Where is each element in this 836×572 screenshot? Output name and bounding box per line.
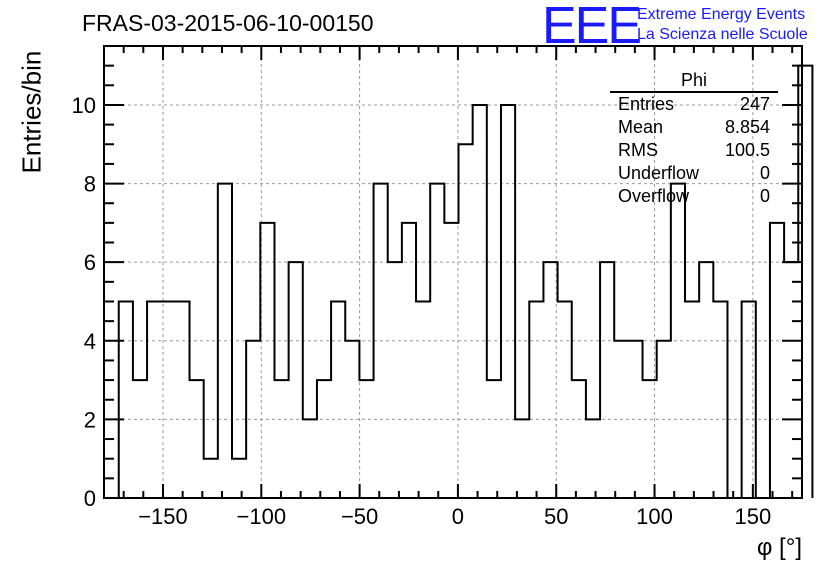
x-tick-label: 150 xyxy=(734,504,771,529)
stats-box: Phi Entries 247 Mean 8.854 RMS 100.5 Und… xyxy=(610,70,778,208)
axis-ticks xyxy=(104,46,802,499)
histogram-title: FRAS-03-2015-06-10-00150 xyxy=(82,10,374,36)
eee-logo-mark: EEE xyxy=(542,0,642,55)
stats-row-overflow: Overflow 0 xyxy=(610,185,778,208)
y-tick-label: 6 xyxy=(84,250,96,275)
x-tick-label: −50 xyxy=(341,504,378,529)
stats-value: 0 xyxy=(759,163,770,183)
stats-row-underflow: Underflow 0 xyxy=(610,162,778,185)
x-axis-label: φ [°] xyxy=(756,534,802,561)
stats-label: Underflow xyxy=(618,163,700,183)
x-tick-label: −150 xyxy=(138,504,188,529)
stats-name: Phi xyxy=(610,70,778,93)
x-tick-label: −100 xyxy=(237,504,287,529)
stats-label: Overflow xyxy=(618,186,690,206)
y-tick-label: 2 xyxy=(84,407,96,432)
y-tick-label: 10 xyxy=(72,93,96,118)
stats-value: 8.854 xyxy=(724,117,770,137)
logo-line-1: Extreme Energy Events xyxy=(637,6,806,23)
stats-label: Mean xyxy=(618,117,664,137)
stats-row-mean: Mean 8.854 xyxy=(610,116,778,139)
stats-value: 0 xyxy=(759,186,770,206)
y-axis-label: Entries/bin xyxy=(16,50,47,174)
stats-row-rms: RMS 100.5 xyxy=(610,139,778,162)
x-tick-label: 100 xyxy=(636,504,673,529)
stats-value: 247 xyxy=(739,94,770,114)
y-tick-label: 8 xyxy=(84,172,96,197)
stats-label: Entries xyxy=(618,94,675,114)
stats-label: RMS xyxy=(618,140,658,160)
x-tick-label: 0 xyxy=(452,504,464,529)
histogram-series-line xyxy=(117,64,814,499)
stats-row-entries: Entries 247 xyxy=(610,93,778,116)
x-tick-label: 50 xyxy=(544,504,568,529)
y-tick-label: 4 xyxy=(84,329,96,354)
stats-value: 100.5 xyxy=(724,140,770,160)
plot-frame xyxy=(103,45,803,499)
logo-line-2: La Scienza nelle Scuole xyxy=(637,26,808,43)
y-tick-label: 0 xyxy=(84,486,96,511)
tick-labels: −150 −100 −50 0 50 100 150 0 2 4 6 8 10 xyxy=(72,93,772,529)
